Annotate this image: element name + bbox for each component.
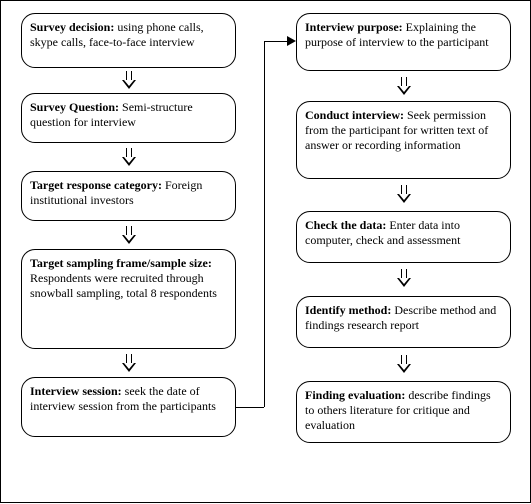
node-check-data: Check the data: Enter data into computer… bbox=[296, 211, 511, 263]
arrow-down-icon bbox=[397, 269, 411, 287]
node-finding-evaluation: Finding evaluation: describe findings to… bbox=[296, 381, 511, 443]
node-title: Identify method: bbox=[305, 303, 391, 317]
arrow-down-icon bbox=[122, 71, 136, 89]
node-title: Check the data: bbox=[305, 218, 386, 232]
node-title: Survey decision: bbox=[30, 20, 114, 34]
node-title: Survey Question: bbox=[30, 100, 119, 114]
node-interview-purpose: Interview purpose: Explaining the purpos… bbox=[296, 13, 511, 71]
arrow-down-icon bbox=[397, 77, 411, 95]
arrow-down-icon bbox=[122, 148, 136, 166]
node-title: Target response category: bbox=[30, 178, 162, 192]
node-conduct-interview: Conduct interview: Seek permission from … bbox=[296, 101, 511, 179]
node-title: Interview session: bbox=[30, 384, 122, 398]
flowchart-canvas: Survey decision: using phone calls, skyp… bbox=[0, 0, 531, 503]
node-title: Finding evaluation: bbox=[305, 388, 405, 402]
node-identify-method: Identify method: Describe method and fin… bbox=[296, 296, 511, 348]
arrow-down-icon bbox=[122, 226, 136, 244]
node-survey-decision: Survey decision: using phone calls, skyp… bbox=[21, 13, 236, 68]
node-title: Target sampling frame/sample size: bbox=[30, 256, 212, 270]
arrow-down-icon bbox=[397, 185, 411, 203]
arrow-down-icon bbox=[122, 354, 136, 372]
node-title: Interview purpose: bbox=[305, 20, 403, 34]
node-target-response: Target response category: Foreign instit… bbox=[21, 171, 236, 221]
node-target-sampling: Target sampling frame/sample size: Respo… bbox=[21, 249, 236, 349]
node-text: Respondents were recruited through snowb… bbox=[30, 271, 217, 300]
node-survey-question: Survey Question: Semi-structure question… bbox=[21, 93, 236, 143]
node-title: Conduct interview: bbox=[305, 108, 404, 122]
node-interview-session: Interview session: seek the date of inte… bbox=[21, 377, 236, 437]
arrow-down-icon bbox=[397, 355, 411, 373]
